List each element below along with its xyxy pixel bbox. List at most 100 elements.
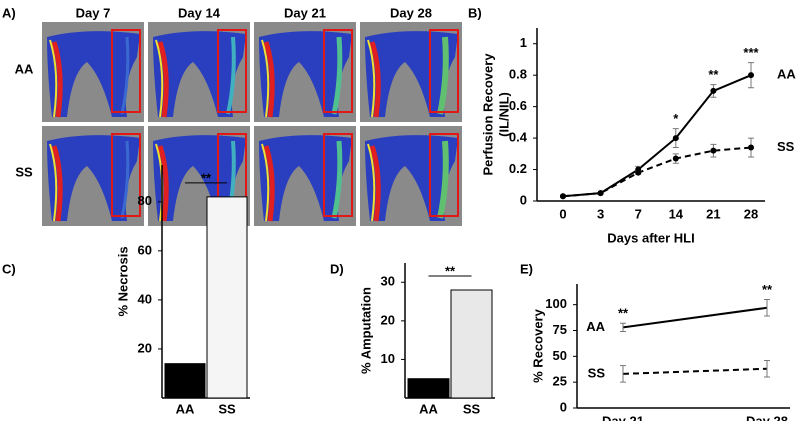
y-axis-label: % Amputation — [358, 287, 373, 374]
vessel — [120, 140, 130, 219]
column-label: Day 21 — [284, 5, 326, 20]
vessel — [331, 140, 343, 219]
error-bar — [764, 299, 770, 317]
y-tick-label: 0.2 — [509, 161, 527, 176]
series-line — [562, 74, 752, 198]
legend-label: AA — [777, 67, 796, 82]
x-tick-label: Day 21 — [602, 413, 644, 421]
roi-box — [429, 29, 459, 113]
roi-box — [429, 133, 459, 217]
annotation: ** — [201, 170, 212, 185]
y-axis-label: % Necrosis — [115, 246, 130, 316]
x-tick-label: Day 28 — [746, 413, 788, 421]
annotation: ** — [708, 67, 719, 82]
roi-box — [111, 133, 141, 217]
column-label: Day 14 — [178, 5, 221, 20]
y-tick-label: 0.4 — [509, 130, 528, 145]
vessel — [157, 145, 169, 222]
point — [560, 193, 566, 200]
panel-label: E) — [520, 261, 533, 276]
point — [635, 169, 642, 176]
y-tick-label: 0.6 — [509, 98, 527, 113]
x-tick-label: 14 — [669, 206, 684, 221]
perfusion-image — [254, 126, 356, 226]
vessel — [51, 41, 63, 118]
perfusion-image — [42, 22, 144, 122]
y-axis-label: Perfusion Recovery — [480, 53, 495, 176]
vessel — [263, 41, 275, 118]
tissue — [259, 31, 352, 118]
vessel — [51, 145, 63, 222]
bar — [450, 289, 493, 399]
y-axis-label: % Recovery — [530, 308, 545, 382]
perfusion-image — [360, 22, 462, 122]
panel-label: D) — [330, 261, 344, 276]
vessel-glow — [261, 143, 270, 222]
vessel-glow — [367, 39, 376, 118]
vessel — [157, 41, 169, 118]
error-bar — [620, 365, 626, 383]
vessel — [331, 36, 343, 115]
point — [672, 135, 679, 142]
annotation: ** — [445, 263, 456, 278]
y-tick-label: 60 — [138, 242, 152, 257]
x-tick-label: SS — [463, 401, 481, 416]
y-tick-label: 0 — [560, 399, 567, 414]
row-label: SS — [15, 164, 33, 179]
vessel — [437, 140, 449, 219]
series-line — [622, 306, 768, 329]
y-tick-label: 75 — [553, 322, 567, 337]
tissue — [365, 135, 458, 221]
x-tick-label: 3 — [597, 206, 604, 221]
x-tick-label: AA — [419, 401, 438, 416]
legend-label: SS — [777, 139, 795, 154]
y-tick-label: 1 — [520, 35, 527, 50]
y-tick-label: 25 — [553, 374, 567, 389]
y-axis-label: (IL/NIL) — [496, 92, 511, 137]
perfusion-image — [42, 126, 144, 226]
legend-label: SS — [588, 365, 606, 380]
perfusion-image — [148, 22, 250, 122]
x-tick-label: 28 — [744, 206, 758, 221]
y-tick-label: 80 — [138, 193, 152, 208]
y-tick-label: 0 — [520, 192, 527, 207]
y-tick-label: 20 — [381, 312, 395, 327]
roi-box — [111, 29, 141, 113]
bar — [164, 363, 206, 399]
tissue — [47, 135, 140, 221]
point — [748, 144, 754, 151]
x-axis-label: Days after HLI — [607, 230, 694, 245]
bar — [206, 196, 248, 399]
annotation: ** — [618, 306, 629, 321]
tissue — [259, 135, 352, 221]
point — [597, 190, 604, 197]
vessel — [226, 36, 236, 115]
x-tick-label: 7 — [635, 206, 642, 221]
vessel — [263, 145, 275, 222]
point — [710, 87, 717, 94]
tissue — [47, 31, 140, 118]
roi-box — [217, 29, 247, 113]
x-tick-label: AA — [176, 401, 195, 416]
error-bar — [764, 359, 770, 378]
series-line — [562, 146, 752, 198]
x-tick-label: SS — [218, 401, 236, 416]
roi-box — [323, 133, 353, 217]
vessel-glow — [367, 143, 376, 222]
legend-label: AA — [586, 319, 605, 334]
panel-label: B) — [468, 5, 482, 20]
x-tick-label: 21 — [706, 206, 720, 221]
annotation: * — [673, 111, 679, 126]
y-tick-label: 50 — [553, 348, 567, 363]
y-tick-label: 40 — [138, 291, 152, 306]
error-bar — [620, 322, 626, 333]
x-tick-label: 0 — [559, 206, 566, 221]
annotation: *** — [743, 45, 759, 60]
perfusion-image — [360, 126, 462, 226]
vessel-glow — [49, 39, 58, 118]
vessel-glow — [155, 39, 164, 118]
bar — [407, 378, 450, 399]
annotation: ** — [762, 282, 773, 297]
point — [710, 147, 717, 154]
